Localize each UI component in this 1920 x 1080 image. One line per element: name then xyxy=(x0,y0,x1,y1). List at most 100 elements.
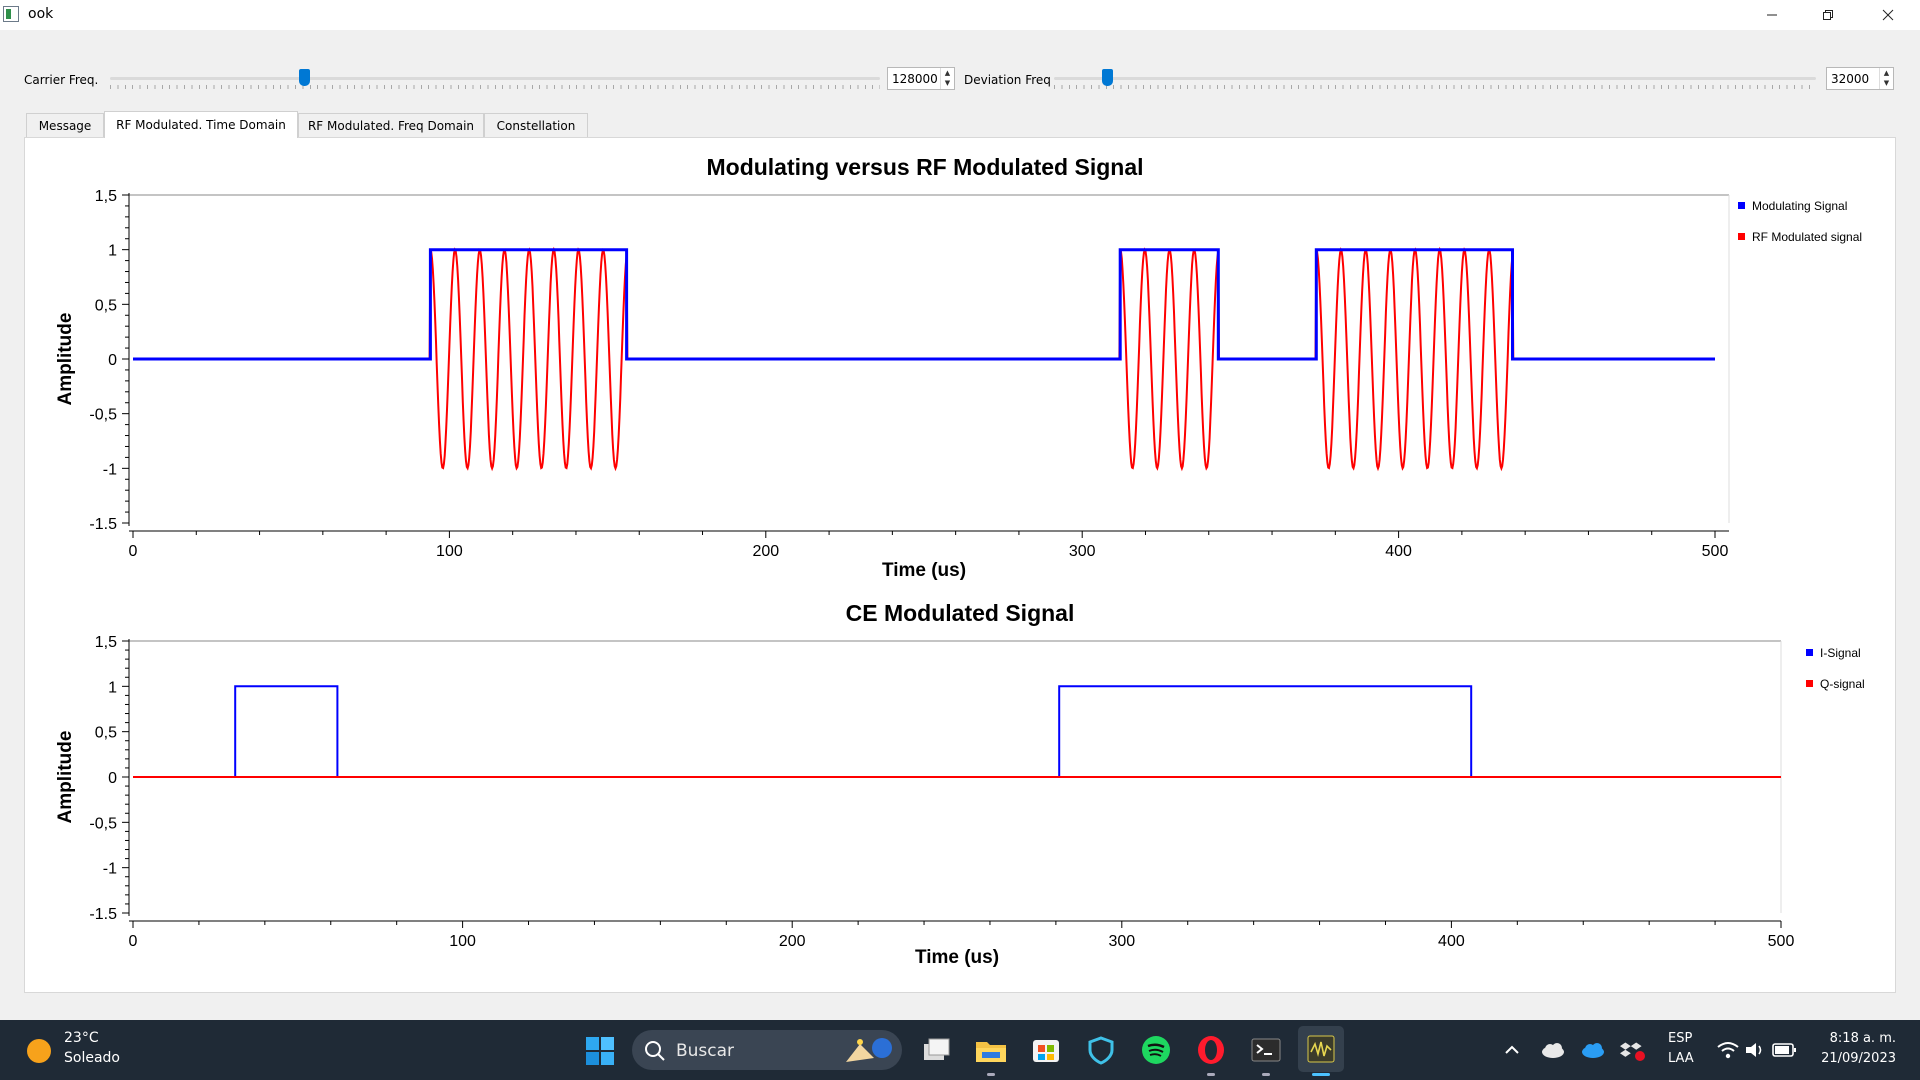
y-tick-label: 0,5 xyxy=(95,297,117,314)
legend-entry: RF Modulated signal xyxy=(1752,230,1862,244)
battery-icon[interactable] xyxy=(1771,1038,1799,1062)
y-tick-label: -1 xyxy=(103,461,117,478)
tab-constellation[interactable]: Constellation xyxy=(484,113,588,137)
keyboard-layout-indicator[interactable]: LAA xyxy=(1668,1051,1694,1066)
spin-down-icon[interactable]: ▼ xyxy=(944,79,951,87)
clock-time[interactable]: 8:18 a. m. xyxy=(1829,1031,1896,1046)
clock-date[interactable]: 21/09/2023 xyxy=(1821,1051,1896,1066)
y-tick-label: 0,5 xyxy=(95,725,117,742)
onedrive-icon[interactable] xyxy=(1578,1038,1608,1062)
y-tick-label: -1 xyxy=(103,861,117,878)
y-tick-label: 1 xyxy=(108,679,117,696)
carrier-freq-value: 128000 xyxy=(892,72,938,86)
minimize-icon xyxy=(1767,14,1777,16)
close-icon xyxy=(1882,9,1894,21)
opera-icon[interactable] xyxy=(1194,1034,1228,1076)
spin-up-icon[interactable]: ▲ xyxy=(944,69,951,77)
spin-down-icon[interactable]: ▼ xyxy=(1883,79,1890,87)
y-tick-label: -1.5 xyxy=(89,516,117,533)
y-tick-label: 1,5 xyxy=(95,634,117,651)
x-tick-label: 300 xyxy=(1108,933,1135,950)
chart-title: CE Modulated Signal xyxy=(846,600,1075,626)
deviation-slider-handle[interactable] xyxy=(1102,69,1114,86)
x-tick-label: 400 xyxy=(1385,543,1412,560)
taskbar: 23°C Soleado Buscar xyxy=(0,1020,1920,1080)
windows-logo-icon xyxy=(586,1037,614,1065)
y-tick-label: -0,5 xyxy=(89,407,117,424)
file-explorer-icon[interactable] xyxy=(974,1034,1008,1076)
legend-entry: Modulating Signal xyxy=(1752,199,1847,213)
y-tick-label: 0 xyxy=(108,352,117,369)
carrier-freq-slider[interactable] xyxy=(110,68,880,90)
x-tick-label: 200 xyxy=(752,543,779,560)
window-title: ook xyxy=(28,6,54,22)
x-tick-label: 0 xyxy=(129,933,138,950)
restore-icon xyxy=(1823,10,1833,20)
carrier-slider-handle[interactable] xyxy=(299,69,311,86)
terminal-icon[interactable] xyxy=(1249,1034,1283,1076)
legend-entry: I-Signal xyxy=(1820,646,1861,660)
y-tick-label: 1 xyxy=(108,243,117,260)
plots-canvas: Modulating versus RF Modulated Signal 1,5… xyxy=(55,154,1865,968)
search-placeholder: Buscar xyxy=(676,1041,735,1061)
x-tick-label: 200 xyxy=(779,933,806,950)
x-tick-label: 300 xyxy=(1069,543,1096,560)
deviation-freq-value: 32000 xyxy=(1831,72,1870,86)
tab-panel: Modulating versus RF Modulated Signal 1,5… xyxy=(24,137,1896,993)
carrier-freq-label: Carrier Freq. xyxy=(24,73,99,87)
series-line-i-signal xyxy=(133,685,1781,778)
legend-swatch xyxy=(1738,202,1745,209)
tab-rf-freq-domain[interactable]: RF Modulated. Freq Domain xyxy=(298,113,484,137)
language-indicator[interactable]: ESP xyxy=(1668,1031,1693,1046)
legend-swatch xyxy=(1806,680,1813,687)
chevron-up-icon[interactable] xyxy=(1500,1038,1524,1062)
deviation-freq-spinbox[interactable]: 32000 ▲ ▼ xyxy=(1826,67,1894,90)
x-tick-label: 0 xyxy=(129,543,138,560)
spin-up-icon[interactable]: ▲ xyxy=(1883,69,1890,77)
close-button[interactable] xyxy=(1860,0,1916,30)
deviation-freq-slider[interactable] xyxy=(1054,68,1816,90)
chart-title: Modulating versus RF Modulated Signal xyxy=(706,154,1143,180)
tab-message[interactable]: Message xyxy=(26,113,104,137)
ook-app-taskbar-button[interactable] xyxy=(1298,1026,1344,1076)
app-icon xyxy=(3,6,19,22)
volume-icon[interactable] xyxy=(1743,1038,1767,1062)
legend-swatch xyxy=(1738,233,1745,240)
y-tick-label: 0 xyxy=(108,770,117,787)
restore-button[interactable] xyxy=(1800,0,1856,30)
app-shield-icon[interactable] xyxy=(1084,1034,1118,1066)
legend-swatch xyxy=(1806,649,1813,656)
task-view-icon[interactable] xyxy=(920,1034,954,1066)
minimize-button[interactable] xyxy=(1744,0,1800,30)
y-axis-label: Amplitude xyxy=(55,313,76,406)
x-tick-label: 100 xyxy=(436,543,463,560)
weather-sun-icon[interactable] xyxy=(26,1038,52,1064)
x-tick-label: 500 xyxy=(1768,933,1795,950)
search-icon xyxy=(644,1040,666,1062)
title-bar: ook xyxy=(0,0,1920,30)
y-tick-label: -1.5 xyxy=(89,906,117,923)
x-tick-label: 500 xyxy=(1702,543,1729,560)
microsoft-store-icon[interactable] xyxy=(1029,1034,1063,1066)
x-tick-label: 100 xyxy=(449,933,476,950)
wifi-icon[interactable] xyxy=(1715,1038,1741,1062)
series-line-modulating-signal xyxy=(133,248,1715,361)
search-highlight-icon[interactable] xyxy=(840,1034,896,1066)
start-button[interactable] xyxy=(585,1036,615,1066)
x-axis-label: Time (us) xyxy=(882,560,966,581)
signal-app-icon xyxy=(1307,1035,1335,1063)
weather-temperature[interactable]: 23°C xyxy=(64,1030,99,1046)
tab-rf-time-domain[interactable]: RF Modulated. Time Domain xyxy=(104,111,298,138)
y-axis-label: Amplitude xyxy=(55,731,76,824)
y-tick-label: -0,5 xyxy=(89,815,117,832)
weather-description[interactable]: Soleado xyxy=(64,1050,120,1066)
x-tick-label: 400 xyxy=(1438,933,1465,950)
spotify-icon[interactable] xyxy=(1139,1034,1173,1066)
dropbox-icon[interactable] xyxy=(1618,1038,1646,1062)
y-tick-label: 1,5 xyxy=(95,188,117,205)
carrier-freq-spinbox[interactable]: 128000 ▲ ▼ xyxy=(887,67,955,90)
cloud-icon[interactable] xyxy=(1538,1038,1568,1062)
x-axis-label: Time (us) xyxy=(915,947,999,968)
deviation-freq-label: Deviation Freq xyxy=(964,73,1051,87)
legend-entry: Q-signal xyxy=(1820,677,1865,691)
